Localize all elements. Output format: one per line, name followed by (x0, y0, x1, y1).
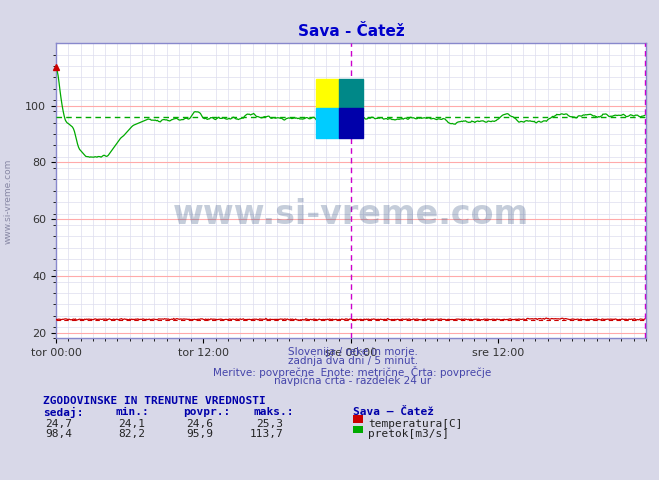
Bar (316, 79, 339, 108)
Text: min.:: min.: (115, 407, 149, 417)
Text: Sava – Čatež: Sava – Čatež (353, 407, 434, 417)
Text: sedaj:: sedaj: (43, 407, 83, 418)
Text: Slovenija / reke in morje.: Slovenija / reke in morje. (287, 347, 418, 357)
Text: www.si-vreme.com: www.si-vreme.com (3, 159, 13, 244)
Title: Sava - Čatež: Sava - Čatež (298, 24, 404, 39)
Text: 24,7: 24,7 (45, 419, 72, 429)
Text: temperatura[C]: temperatura[C] (368, 419, 463, 429)
Text: maks.:: maks.: (254, 407, 294, 417)
Text: 113,7: 113,7 (250, 429, 283, 439)
Text: ZGODOVINSKE IN TRENUTNE VREDNOSTI: ZGODOVINSKE IN TRENUTNE VREDNOSTI (43, 396, 266, 406)
Bar (339, 79, 362, 108)
Text: Meritve: povprečne  Enote: metrične  Črta: povprečje: Meritve: povprečne Enote: metrične Črta:… (214, 366, 492, 378)
Text: 24,1: 24,1 (118, 419, 145, 429)
Text: pretok[m3/s]: pretok[m3/s] (368, 429, 449, 439)
Text: povpr.:: povpr.: (183, 407, 231, 417)
Text: 24,6: 24,6 (186, 419, 213, 429)
Text: 98,4: 98,4 (45, 429, 72, 439)
Text: navpična črta - razdelek 24 ur: navpična črta - razdelek 24 ur (274, 375, 431, 386)
Text: 95,9: 95,9 (186, 429, 213, 439)
Text: www.si-vreme.com: www.si-vreme.com (173, 198, 529, 231)
Bar (316, 108, 339, 138)
Bar (339, 108, 362, 138)
Text: zadnja dva dni / 5 minut.: zadnja dva dni / 5 minut. (287, 356, 418, 366)
Text: 82,2: 82,2 (118, 429, 145, 439)
Text: 25,3: 25,3 (256, 419, 283, 429)
